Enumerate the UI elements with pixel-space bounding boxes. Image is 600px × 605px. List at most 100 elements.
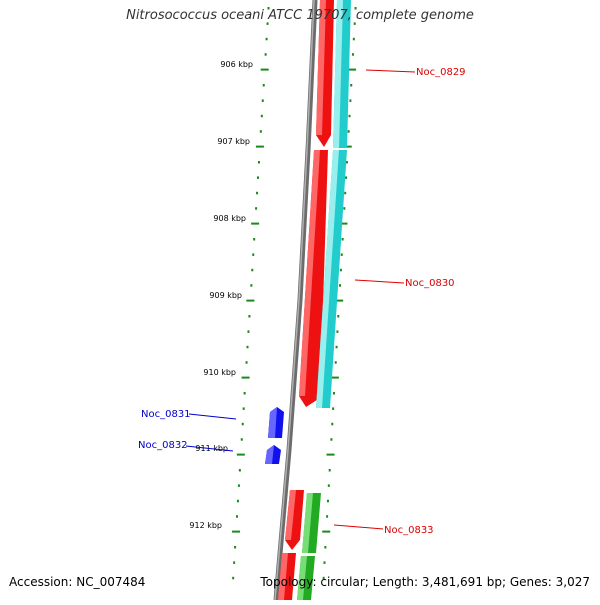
minor-tick	[322, 576, 325, 580]
gene-noc0833-red[interactable]	[285, 490, 304, 550]
minor-tick	[349, 99, 352, 102]
minor-tick	[257, 161, 260, 164]
minor-tick	[266, 22, 269, 25]
gene-next-green[interactable]	[297, 556, 315, 600]
gene-noc0830-cyan[interactable]	[316, 150, 347, 408]
minor-tick	[343, 207, 346, 210]
minor-tick	[347, 130, 350, 133]
minor-tick	[251, 268, 254, 272]
major-tick	[339, 222, 348, 225]
gene-noc0832-blue[interactable]	[265, 445, 281, 464]
minor-tick	[345, 161, 348, 164]
minor-tick	[245, 361, 248, 364]
minor-tick	[259, 130, 262, 133]
genome-title: Nitrosococcus oceani ATCC 19707, complet…	[126, 8, 474, 23]
genome-summary-text: Topology: circular; Length: 3,481,691 bp…	[260, 575, 590, 589]
leader-noc0831	[188, 413, 237, 420]
genome-backbone	[273, 0, 318, 601]
major-tick	[326, 453, 335, 456]
major-tick	[251, 222, 260, 225]
minor-tick	[237, 484, 240, 487]
scale-label-908: 908 kbp	[213, 214, 246, 223]
minor-tick	[339, 268, 342, 272]
minor-tick	[340, 253, 343, 256]
minor-tick	[330, 438, 333, 441]
minor-tick	[257, 176, 260, 179]
scale-tick-track	[232, 7, 270, 580]
minor-tick	[233, 561, 236, 564]
gene-label-noc0830[interactable]: Noc_0830	[405, 278, 455, 289]
minor-tick	[341, 238, 344, 241]
scale-label-912: 912 kbp	[189, 521, 222, 530]
leader-noc0829	[365, 69, 416, 73]
minor-tick	[261, 99, 264, 102]
gene-next-red[interactable]	[278, 553, 296, 600]
gene-label-noc0833[interactable]: Noc_0833	[384, 525, 434, 536]
minor-tick	[345, 176, 348, 179]
major-tick	[260, 68, 269, 71]
minor-tick	[337, 315, 340, 318]
minor-tick	[323, 561, 326, 564]
gene-noc0829-cyan[interactable]	[333, 0, 351, 148]
minor-tick	[243, 392, 246, 395]
minor-tick	[232, 576, 235, 580]
scale-label-907: 907 kbp	[217, 137, 250, 146]
minor-tick	[331, 422, 334, 426]
minor-tick	[255, 207, 258, 210]
minor-tick	[262, 84, 265, 87]
scale-label-906: 906 kbp	[220, 60, 253, 69]
minor-tick	[326, 515, 329, 518]
minor-tick	[353, 22, 356, 25]
minor-tick	[335, 345, 338, 349]
gene-noc0831-blue[interactable]	[268, 407, 284, 438]
minor-tick	[328, 469, 331, 472]
minor-tick	[354, 7, 357, 10]
minor-tick	[236, 499, 239, 503]
minor-tick	[351, 53, 354, 56]
major-tick	[330, 376, 339, 379]
minor-tick	[350, 84, 353, 87]
major-tick	[343, 145, 352, 148]
gene-label-noc0832[interactable]: Noc_0832	[138, 440, 188, 451]
minor-tick	[242, 407, 245, 410]
minor-tick	[332, 392, 335, 395]
minor-tick	[248, 315, 251, 318]
minor-tick	[348, 114, 351, 118]
minor-tick	[327, 484, 330, 487]
major-tick	[232, 530, 241, 533]
minor-tick	[238, 469, 241, 472]
leader-noc0830	[354, 279, 405, 284]
leader-noc0832	[185, 445, 234, 452]
gene-noc0833-green[interactable]	[302, 493, 321, 553]
gene-label-noc0831[interactable]: Noc_0831	[141, 409, 191, 420]
minor-tick	[253, 238, 256, 241]
major-tick	[322, 530, 331, 533]
gene-label-noc0829[interactable]: Noc_0829	[416, 67, 466, 78]
minor-tick	[352, 37, 355, 41]
minor-tick	[332, 407, 335, 410]
major-tick	[335, 299, 344, 302]
minor-tick	[241, 422, 244, 426]
minor-tick	[267, 7, 270, 10]
minor-tick	[234, 546, 237, 549]
minor-tick	[336, 330, 339, 333]
minor-tick	[235, 515, 238, 518]
minor-tick	[247, 330, 250, 333]
minor-tick	[264, 53, 267, 56]
minor-tick	[246, 345, 249, 349]
major-tick	[348, 68, 357, 71]
gene-noc0829-red[interactable]	[316, 0, 334, 147]
minor-tick	[240, 438, 243, 441]
major-tick	[241, 376, 250, 379]
minor-tick	[252, 253, 255, 256]
minor-tick	[256, 191, 259, 195]
minor-tick	[260, 114, 263, 118]
leader-noc0833	[333, 524, 384, 530]
minor-tick	[265, 37, 268, 41]
scale-tick-track-right	[322, 7, 357, 580]
major-tick	[246, 299, 255, 302]
scale-label-910: 910 kbp	[203, 368, 236, 377]
minor-tick	[344, 191, 347, 195]
